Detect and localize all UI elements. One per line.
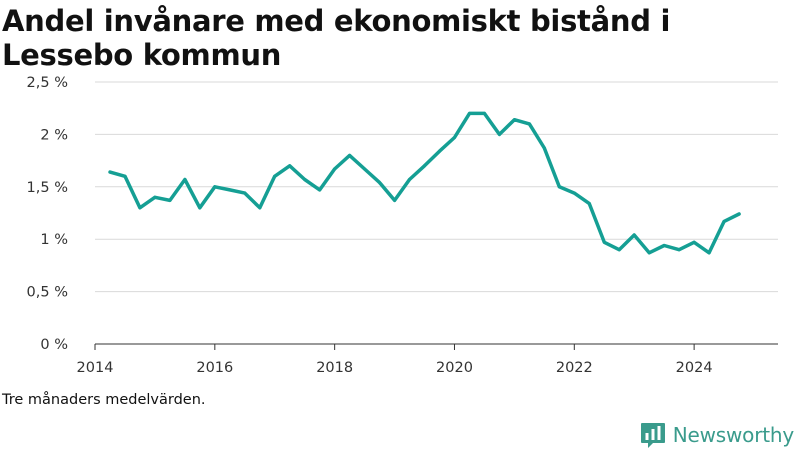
- data-point: [512, 118, 516, 122]
- data-point: [557, 185, 561, 189]
- data-point: [198, 206, 202, 210]
- data-point: [168, 198, 172, 202]
- x-tick-label: 2022: [556, 360, 593, 376]
- x-tick-label: 2016: [196, 360, 233, 376]
- chart-title: Andel invånare med ekonomiskt bistånd i …: [2, 4, 671, 72]
- data-point: [692, 240, 696, 244]
- y-tick-label: 2,5 %: [27, 75, 68, 91]
- x-tick-label: 2018: [316, 360, 353, 376]
- data-point: [468, 111, 471, 115]
- data-point: [408, 178, 411, 181]
- y-tick-label: 2 %: [40, 127, 68, 143]
- brand-name: Newsworthy: [672, 423, 794, 447]
- data-point: [348, 153, 352, 157]
- data-point: [677, 248, 681, 252]
- data-point: [393, 198, 397, 202]
- y-tick-label: 1,5 %: [27, 180, 68, 196]
- data-point: [123, 174, 127, 178]
- y-tick-label: 1 %: [40, 232, 68, 248]
- series-layer: [108, 111, 741, 255]
- data-point: [438, 149, 441, 153]
- newsworthy-logo-icon: [640, 423, 665, 448]
- data-point: [587, 202, 591, 206]
- data-point: [572, 191, 576, 195]
- y-tick-label: 0 %: [40, 337, 68, 353]
- data-point: [482, 111, 486, 115]
- footnote: Tre månaders medelvärden.: [2, 392, 206, 408]
- data-point: [333, 167, 337, 171]
- y-tick-label: 0,5 %: [27, 285, 68, 301]
- data-point: [318, 188, 322, 192]
- data-point: [288, 164, 292, 168]
- data-point: [662, 244, 666, 247]
- data-point: [138, 206, 142, 210]
- data-point: [378, 181, 382, 185]
- data-point: [183, 178, 187, 181]
- data-point: [707, 251, 711, 255]
- x-tick-label: 2024: [676, 360, 713, 376]
- data-point: [303, 178, 307, 181]
- data-point: [153, 195, 157, 199]
- data-point: [602, 240, 606, 244]
- data-point: [632, 233, 636, 237]
- grid-lines: [95, 81, 778, 293]
- data-point: [617, 248, 621, 252]
- data-point: [228, 188, 232, 192]
- data-point: [258, 206, 262, 210]
- data-point: [497, 132, 501, 136]
- data-point: [527, 122, 531, 126]
- data-point: [243, 191, 247, 195]
- data-point: [363, 167, 367, 171]
- data-point: [453, 136, 456, 139]
- data-point: [647, 251, 651, 255]
- data-point: [423, 164, 426, 168]
- x-tick-label: 2014: [77, 360, 114, 376]
- data-point: [213, 185, 217, 189]
- x-tick-label: 2020: [436, 360, 473, 376]
- brand-logo: Newsworthy: [639, 420, 794, 450]
- data-point: [542, 146, 546, 150]
- data-point: [273, 174, 277, 178]
- data-point: [722, 219, 726, 223]
- axes: 0 % 0,5 % 1 % 1,5 % 2 % 2,5 % 2014 2016 2018 2020…: [27, 75, 778, 376]
- data-point: [737, 212, 741, 216]
- data-point: [108, 170, 112, 174]
